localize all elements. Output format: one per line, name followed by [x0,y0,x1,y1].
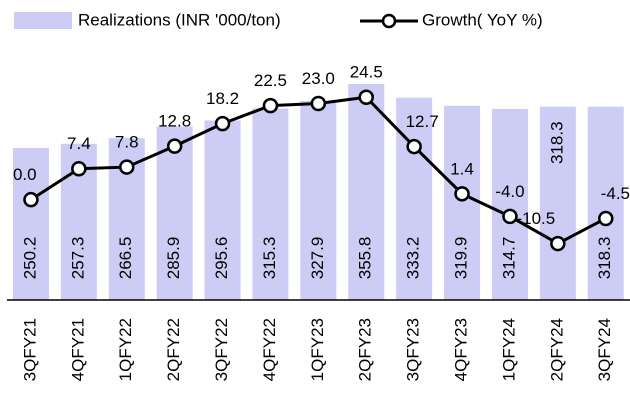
growth-value-label: 24.5 [350,63,383,82]
x-tick-label: 4QFY21 [68,318,87,381]
x-tick-label: 1QFY23 [308,318,327,381]
bar-value-label: 318.3 [547,121,566,164]
bar-value-label: 355.8 [356,237,375,280]
bar [12,148,49,300]
x-tick-label: 4QFY23 [452,318,471,381]
bar [539,106,576,300]
growth-value-label: 1.4 [450,159,474,178]
bar [444,105,481,301]
bar-value-label: 327.9 [308,237,327,280]
growth-marker [166,138,183,154]
x-tick-label: 1QFY24 [499,318,518,381]
growth-marker [358,89,374,106]
growth-value-label: 22.5 [254,71,287,90]
growth-marker [71,160,87,177]
x-tick-label: 4QFY22 [260,318,279,381]
growth-value-label: 12.8 [158,112,191,131]
bar [587,106,624,300]
bar-value-label: 285.9 [164,237,183,280]
x-tick-label: 2QFY23 [356,318,375,381]
bar-value-label: 266.5 [116,237,135,280]
bar [396,97,433,300]
growth-marker [550,235,566,252]
bar-value-label: 333.2 [404,237,423,280]
bar-value-label: 319.9 [452,237,471,280]
x-tick-label: 2QFY22 [164,318,183,381]
growth-marker [310,95,327,112]
bar-value-label: 314.7 [499,237,518,280]
bar [252,108,289,300]
growth-marker [23,191,39,208]
growth-value-label: 23.0 [302,69,335,88]
growth-marker [119,159,135,175]
legend-marker [381,13,397,29]
x-tick-label: 3QFY23 [404,318,423,381]
growth-value-label: 7.4 [67,134,91,153]
growth-value-label: 12.7 [406,112,439,131]
growth-value-label: 18.2 [206,89,239,108]
growth-value-label: 7.8 [115,133,139,152]
growth-marker [502,208,518,225]
growth-value-label: -4.5 [601,184,630,203]
growth-marker [262,97,279,114]
bar [204,120,241,301]
legend-label: Growth( YoY %) [422,10,543,29]
bar-value-label: 257.3 [68,237,87,280]
bar [491,108,528,300]
bar-value-label: 295.6 [212,237,231,280]
x-tick-label: 1QFY22 [116,318,135,381]
growth-value-label: -10.5 [516,209,555,228]
growth-marker [454,186,470,202]
bar [348,83,385,300]
growth-marker [406,138,422,155]
x-tick-label: 3QFY22 [212,318,231,381]
growth-marker [598,210,614,227]
growth-value-label: 0.0 [13,165,37,184]
bar [300,100,337,301]
growth-marker [214,115,231,132]
bar [156,126,193,301]
bar-value-label: 315.3 [260,237,279,280]
x-tick-label: 3QFY24 [595,318,614,381]
legend-swatch-bar [14,12,72,29]
x-tick-label: 2QFY24 [547,318,566,381]
x-tick-label: 3QFY21 [20,318,39,381]
bar-value-label: 250.2 [20,237,39,280]
legend-label: Realizations (INR '000/ton) [78,10,281,29]
growth-value-label: -4.0 [495,182,524,201]
bar-value-label: 318.3 [595,237,614,280]
